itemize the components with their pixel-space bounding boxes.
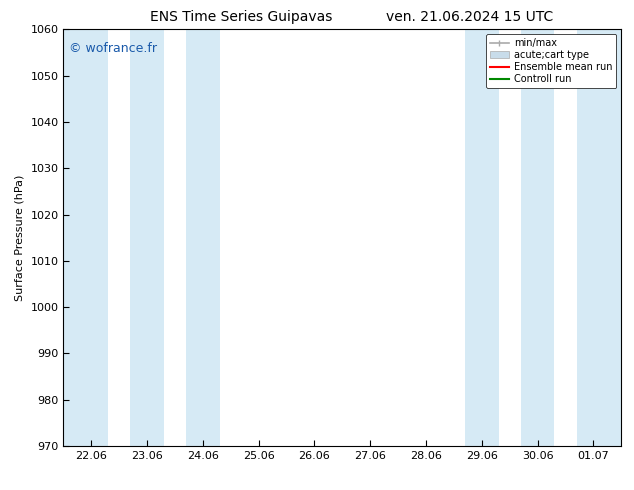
Bar bbox=[465, 29, 498, 446]
Legend: min/max, acute;cart type, Ensemble mean run, Controll run: min/max, acute;cart type, Ensemble mean … bbox=[486, 34, 616, 88]
Bar bbox=[186, 29, 219, 446]
Bar bbox=[577, 29, 621, 446]
Bar bbox=[521, 29, 554, 446]
Text: ven. 21.06.2024 15 UTC: ven. 21.06.2024 15 UTC bbox=[385, 10, 553, 24]
Text: © wofrance.fr: © wofrance.fr bbox=[69, 42, 157, 55]
Text: ENS Time Series Guipavas: ENS Time Series Guipavas bbox=[150, 10, 332, 24]
Bar bbox=[63, 29, 108, 446]
Y-axis label: Surface Pressure (hPa): Surface Pressure (hPa) bbox=[15, 174, 25, 301]
Bar bbox=[131, 29, 164, 446]
